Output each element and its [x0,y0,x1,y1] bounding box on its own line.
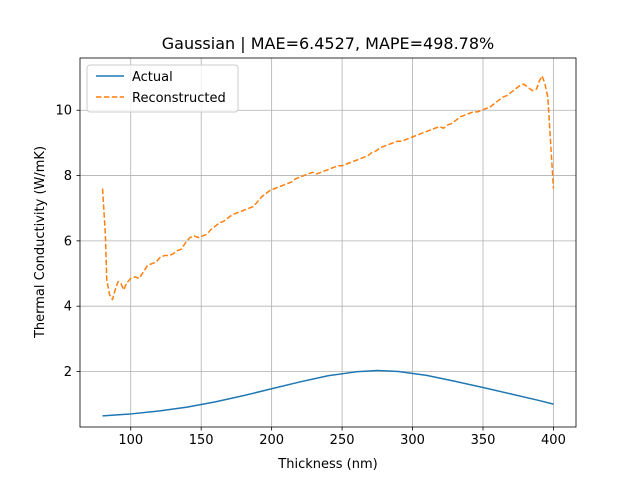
legend-box [86,64,239,113]
grid-layer [80,58,576,427]
x-tick-label: 300 [400,433,425,448]
x-tick-label: 150 [189,433,214,448]
x-tick-label: 200 [259,433,284,448]
y-tick-label: 6 [64,234,72,249]
y-axis-label: Thermal Conductivity (W/mK) [33,146,48,339]
legend-label-reconstructed: Reconstructed [132,91,226,106]
x-tick-label: 250 [330,433,355,448]
y-tick-label: 10 [55,104,72,119]
x-tick-label: 350 [471,433,496,448]
y-tick-label: 2 [64,365,72,380]
y-tick-label: 4 [64,300,72,315]
series-line-reconstructed [101,75,555,301]
x-tick-label: 100 [118,433,143,448]
plot-frame [79,57,577,428]
series-line-actual [102,369,554,417]
legend-label-actual: Actual [132,70,173,85]
y-tick-label: 8 [64,169,72,184]
chart-title: Gaussian | MAE=6.4527, MAPE=498.78% [162,34,495,53]
x-tick-label: 400 [541,433,566,448]
series-layer [101,75,555,417]
x-axis-label: Thickness (nm) [277,457,377,472]
tick-layer: 100 150 200 250 300 350 400 2 4 6 8 10 [55,104,565,448]
legend: Actual Reconstructed [86,64,239,113]
